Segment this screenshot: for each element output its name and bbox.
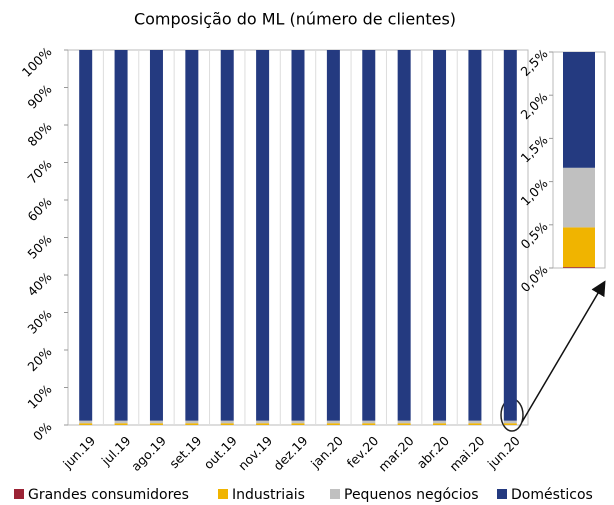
bar-segment [185, 420, 199, 424]
bar-segment [326, 50, 340, 421]
bar-segment [220, 423, 234, 425]
legend-label: Grandes consumidores [28, 487, 189, 503]
legend-swatch [14, 489, 24, 499]
inset-y-tick-label: 1,5% [518, 132, 551, 165]
bar-segment [185, 423, 199, 425]
bar-segment [291, 50, 305, 421]
y-tick-label: 30% [24, 306, 54, 336]
inset-bars [563, 52, 595, 268]
legend-swatch [497, 489, 507, 499]
bar-segment [326, 420, 340, 424]
x-tick-label: nov.19 [235, 433, 275, 473]
bar-segment [362, 423, 376, 425]
bar-segment [397, 50, 411, 421]
bar-segment [291, 423, 305, 425]
x-tick-label: jun.20 [484, 433, 523, 472]
x-tick-label: set.19 [166, 433, 204, 471]
bar-segment [503, 420, 517, 424]
x-tick-label: jan.20 [307, 433, 346, 472]
y-tick-label: 60% [24, 194, 54, 224]
bar-segment [185, 50, 199, 421]
inset-y-tick-label: 2,5% [518, 46, 551, 79]
legend-label: Pequenos negócios [344, 487, 479, 503]
bar-segment [114, 50, 128, 421]
inset-bar-segment [563, 52, 595, 168]
bar-segment [291, 420, 305, 424]
zoom-arrow [521, 280, 606, 423]
bar-segment [79, 50, 93, 421]
inset-y-tick-label: 2,0% [518, 89, 551, 122]
bar-segment [79, 423, 93, 425]
bar-segment [220, 420, 234, 424]
bar-segment [397, 423, 411, 425]
y-tick-label: 80% [24, 119, 54, 149]
bar-segment [468, 420, 482, 424]
bar-segment [362, 50, 376, 421]
y-tick-label: 100% [19, 44, 55, 80]
inset-bar-segment [563, 267, 595, 268]
y-tick-label: 50% [24, 231, 54, 261]
y-tick-label: 10% [24, 381, 54, 411]
x-tick-label: jun.19 [59, 433, 98, 472]
legend-swatch [330, 489, 340, 499]
bar-segment [220, 50, 234, 421]
bar-segment [256, 50, 270, 421]
y-tick-label: 40% [24, 269, 54, 299]
bar-segment [326, 423, 340, 425]
inset-y-tick-label: 0,5% [518, 219, 551, 252]
inset-y-tick-label: 0,0% [518, 262, 551, 295]
bar-segment [468, 423, 482, 425]
inset-bar-segment [563, 167, 595, 228]
bar-segment [503, 423, 517, 425]
bar-segment [149, 423, 163, 425]
legend-label: Industriais [232, 487, 305, 503]
bar-segment [503, 50, 517, 421]
bar-segment [79, 420, 93, 424]
y-tick-label: 20% [24, 344, 54, 374]
inset-bar-segment [563, 227, 595, 268]
bar-segment [256, 423, 270, 425]
y-tick-label: 90% [24, 81, 54, 111]
bar-segment [362, 420, 376, 424]
x-tick-label: abr.20 [414, 433, 453, 472]
bar-segment [256, 420, 270, 424]
bar-segment [114, 420, 128, 424]
bar-segment [433, 423, 447, 425]
bar-segment [397, 420, 411, 424]
x-tick-label: mai.20 [446, 433, 487, 474]
chart-title: Composição do ML (número de clientes) [134, 10, 456, 29]
y-tick-label: 70% [24, 156, 54, 186]
x-tick-label: mar.20 [375, 433, 417, 475]
y-tick-label: 0% [30, 419, 55, 444]
bar-segment [433, 50, 447, 421]
x-tick-label: dez.19 [270, 433, 310, 473]
x-tick-label: out.19 [201, 433, 240, 472]
bar-segment [114, 423, 128, 425]
bar-segment [149, 50, 163, 421]
legend-swatch [218, 489, 228, 499]
inset-y-tick-label: 1,0% [518, 176, 551, 209]
bar-segment [468, 50, 482, 421]
bar-segment [149, 420, 163, 424]
x-tick-label: ago.19 [128, 433, 169, 474]
legend-label: Domésticos [511, 487, 593, 503]
bar-segment [433, 420, 447, 424]
